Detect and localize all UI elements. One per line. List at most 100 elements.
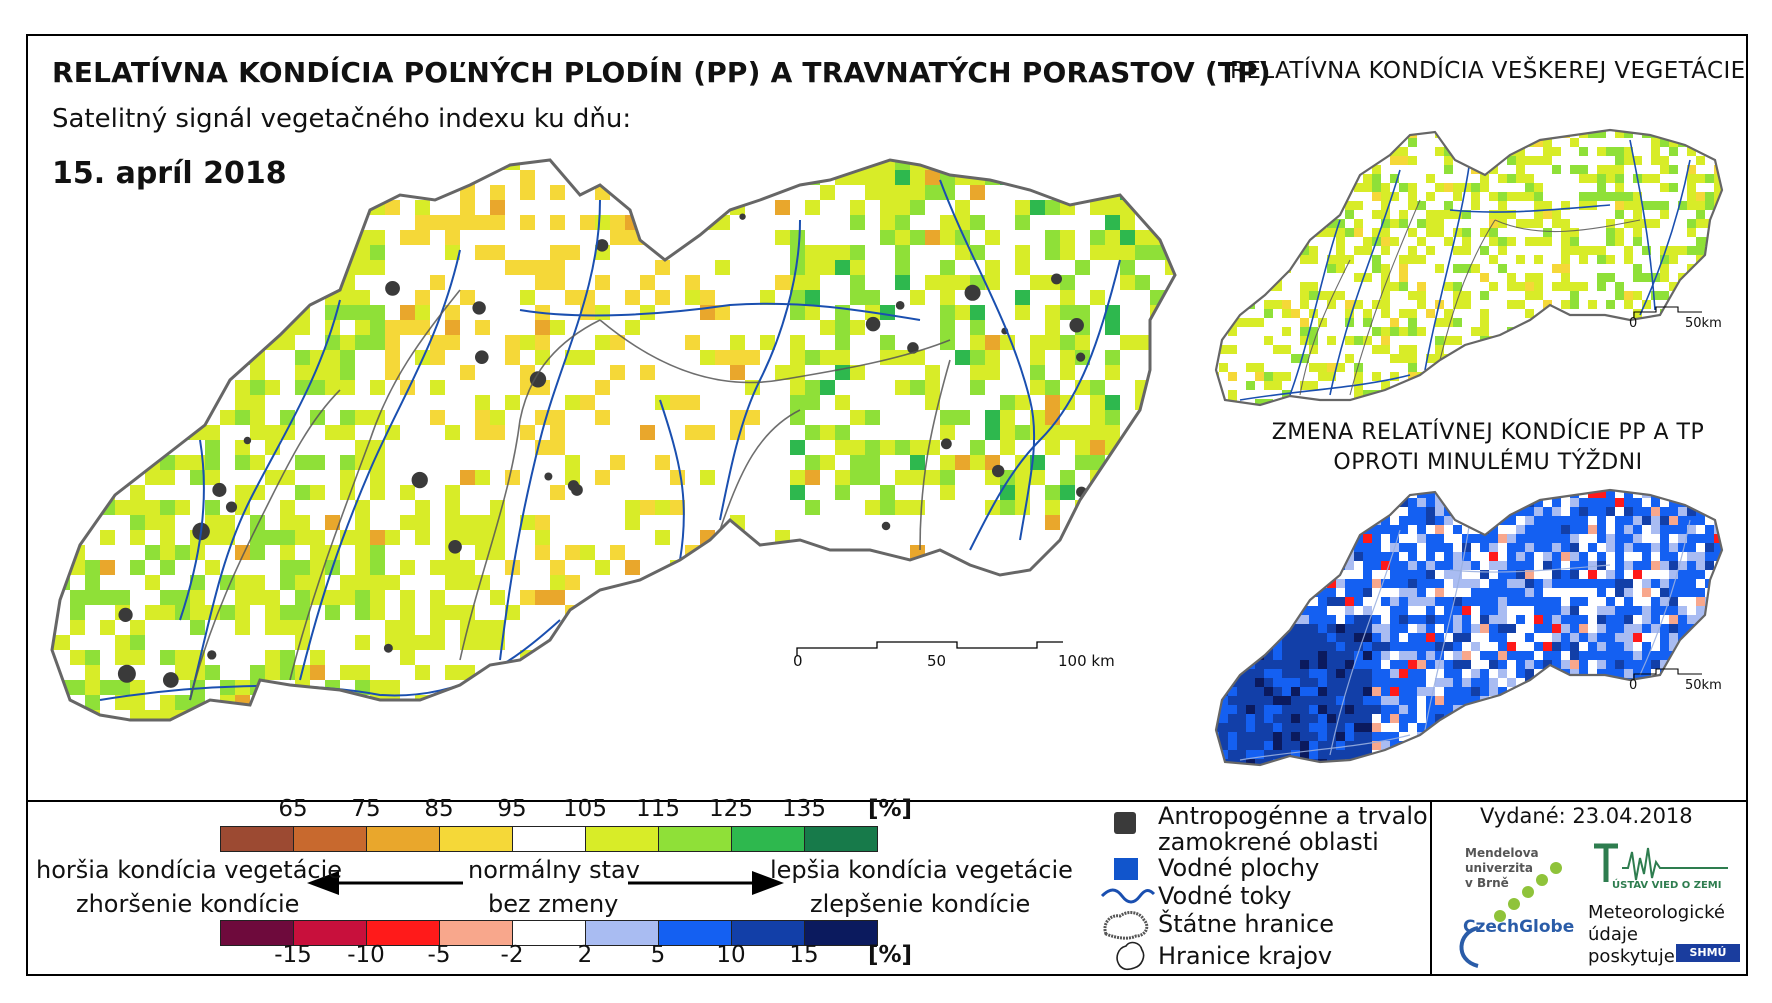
raster-cell <box>1345 408 1354 410</box>
raster-cell <box>985 410 1000 425</box>
raster-cell <box>1570 534 1579 543</box>
raster-cell <box>1354 219 1363 228</box>
raster-cell <box>430 140 445 155</box>
raster-cell <box>1597 120 1606 129</box>
raster-cell <box>1642 741 1651 750</box>
raster-cell <box>1228 534 1237 543</box>
condition-color-ramp <box>220 826 878 852</box>
raster-cell <box>940 680 955 695</box>
raster-cell <box>1282 768 1291 777</box>
raster-cell <box>1444 723 1453 732</box>
raster-cell <box>445 305 460 320</box>
raster-cell <box>1597 768 1606 777</box>
raster-cell <box>805 395 820 410</box>
raster-cell <box>1399 606 1408 615</box>
raster-cell <box>1180 395 1190 410</box>
raster-cell <box>955 410 970 425</box>
raster-cell <box>1216 705 1219 714</box>
raster-cell <box>1291 354 1300 363</box>
raster-cell <box>1678 516 1687 525</box>
raster-cell <box>1180 185 1190 200</box>
raster-cell <box>1336 138 1345 147</box>
change-tick-label: 5 <box>650 942 666 968</box>
raster-cell <box>1687 345 1696 354</box>
raster-cell <box>1480 741 1489 750</box>
raster-cell <box>1462 687 1471 696</box>
raster-cell <box>190 290 205 305</box>
raster-cell <box>925 140 940 155</box>
inset-title-change-line1: ZMENA RELATÍVNEJ KONDÍCIE PP A TP <box>1271 420 1705 445</box>
raster-cell <box>1534 678 1543 687</box>
raster-cell <box>775 275 790 290</box>
raster-cell <box>1408 642 1417 651</box>
raster-cell <box>1318 363 1327 372</box>
raster-cell <box>1237 120 1246 129</box>
raster-cell <box>205 740 220 755</box>
raster-cell <box>310 380 325 395</box>
raster-cell <box>1327 210 1336 219</box>
raster-cell <box>1714 354 1722 363</box>
raster-cell <box>250 215 265 230</box>
raster-cell <box>1417 579 1426 588</box>
raster-cell <box>1273 264 1282 273</box>
raster-cell <box>1714 615 1722 624</box>
raster-cell <box>1660 732 1669 741</box>
raster-cell <box>1282 714 1291 723</box>
legend-region-borders: Hranice krajov <box>1158 942 1333 970</box>
raster-cell <box>400 560 415 575</box>
raster-cell <box>370 575 385 590</box>
raster-cell <box>1345 714 1354 723</box>
raster-cell <box>1687 201 1696 210</box>
raster-cell <box>940 215 955 230</box>
raster-cell <box>1660 408 1669 410</box>
raster-cell <box>1588 561 1597 570</box>
raster-cell <box>325 365 340 380</box>
raster-cell <box>745 590 760 605</box>
raster-cell <box>235 230 250 245</box>
raster-cell <box>1075 440 1090 455</box>
raster-cell <box>1552 561 1561 570</box>
raster-cell <box>1516 561 1525 570</box>
raster-cell <box>1228 390 1237 399</box>
raster-cell <box>1060 470 1075 485</box>
raster-cell <box>970 160 985 170</box>
raster-cell <box>1318 606 1327 615</box>
raster-cell <box>1489 507 1498 516</box>
raster-cell <box>1426 750 1435 759</box>
raster-cell <box>130 515 145 530</box>
raster-cell <box>1381 264 1390 273</box>
raster-cell <box>1633 750 1642 759</box>
raster-cell <box>52 710 55 720</box>
raster-cell <box>280 160 295 170</box>
raster-cell <box>1282 633 1291 642</box>
raster-cell <box>1669 543 1678 552</box>
change-unit: [%] <box>868 942 913 968</box>
raster-cell <box>1273 282 1282 291</box>
raster-cell <box>1516 669 1525 678</box>
raster-cell <box>55 350 70 365</box>
raster-cell <box>1498 696 1507 705</box>
raster-cell <box>1597 390 1606 399</box>
raster-cell <box>1273 552 1282 561</box>
raster-cell <box>55 560 70 575</box>
raster-cell <box>1426 543 1435 552</box>
raster-cell <box>1309 633 1318 642</box>
raster-cell <box>1255 498 1264 507</box>
raster-cell <box>1633 651 1642 660</box>
raster-cell <box>340 350 355 365</box>
raster-cell <box>1669 597 1678 606</box>
raster-cell <box>100 455 115 470</box>
raster-cell <box>1390 354 1399 363</box>
raster-cell <box>1435 741 1444 750</box>
raster-cell <box>1327 291 1336 300</box>
raster-cell <box>1372 372 1381 381</box>
raster-cell <box>70 680 85 695</box>
raster-cell <box>1300 696 1309 705</box>
raster-cell <box>520 185 535 200</box>
raster-cell <box>1615 750 1624 759</box>
raster-cell <box>235 305 250 320</box>
raster-cell <box>985 350 1000 365</box>
raster-cell <box>250 575 265 590</box>
raster-cell <box>1219 741 1228 750</box>
raster-cell <box>1471 363 1480 372</box>
